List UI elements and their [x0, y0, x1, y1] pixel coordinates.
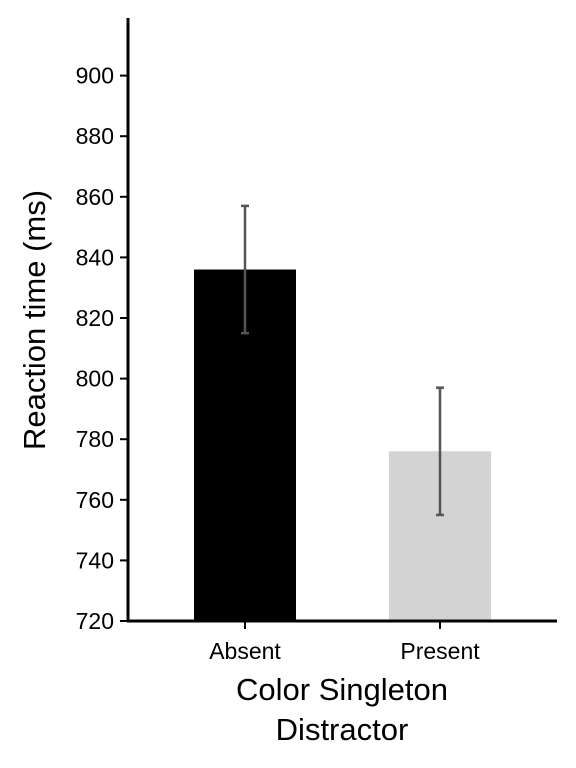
y-tick-label: 900	[76, 63, 114, 89]
y-tick-label: 720	[76, 608, 114, 634]
x-tick-label-present: Present	[400, 638, 480, 664]
axes-layer	[126, 18, 557, 623]
y-tick-label: 800	[76, 366, 114, 392]
y-tick-label: 820	[76, 305, 114, 331]
x-tick-label-absent: Absent	[209, 638, 281, 664]
y-tick-label: 740	[76, 547, 114, 573]
bars-layer	[194, 269, 491, 621]
y-axis-title: Reaction time (ms)	[17, 190, 52, 450]
y-tick-label: 760	[76, 487, 114, 513]
y-ticks-layer: 720 740 760 780 800 820 840 860 880 900	[76, 63, 128, 634]
y-tick-label: 880	[76, 123, 114, 149]
x-ticks-layer: Absent Present	[209, 621, 480, 664]
y-tick-label: 780	[76, 426, 114, 452]
error-bars-layer	[241, 204, 444, 517]
y-tick-label: 860	[76, 184, 114, 210]
y-tick-label: 840	[76, 244, 114, 270]
x-axis-title-line-2: Distractor	[276, 712, 409, 747]
error-bar-present	[436, 386, 444, 517]
error-bar-absent	[241, 204, 249, 335]
x-axis-title-line-1: Color Singleton	[236, 672, 448, 707]
